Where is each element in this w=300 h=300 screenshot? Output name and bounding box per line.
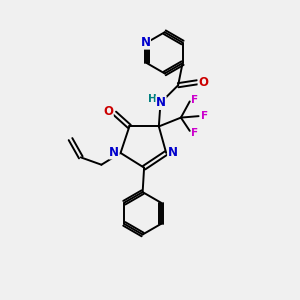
Text: O: O bbox=[103, 105, 113, 118]
Text: N: N bbox=[140, 36, 150, 49]
Text: O: O bbox=[198, 76, 208, 89]
Text: N: N bbox=[156, 96, 166, 110]
Text: N: N bbox=[168, 146, 178, 159]
Text: N: N bbox=[109, 146, 119, 159]
Text: F: F bbox=[201, 111, 208, 121]
Text: F: F bbox=[191, 128, 199, 138]
Text: F: F bbox=[191, 95, 199, 105]
Text: H: H bbox=[148, 94, 157, 104]
